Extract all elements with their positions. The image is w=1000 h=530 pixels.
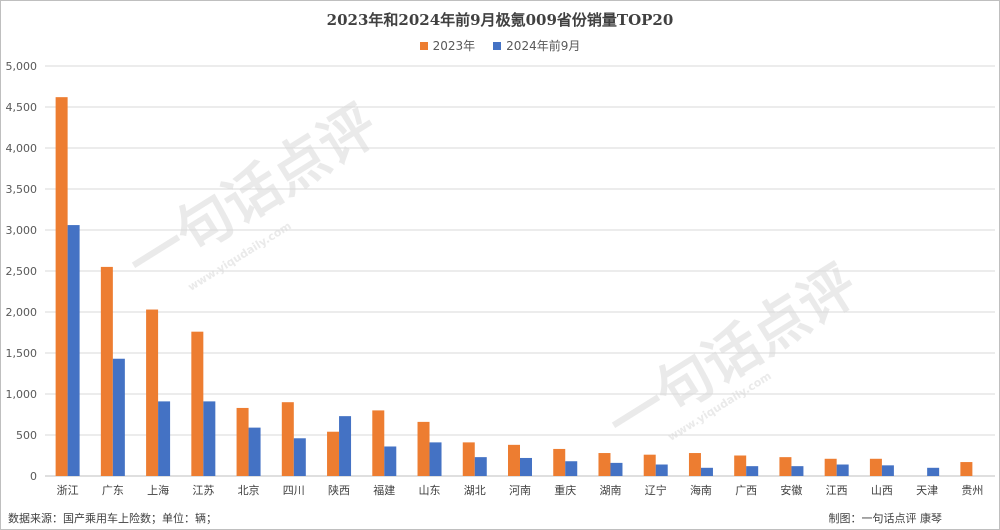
x-tick-label: 北京 xyxy=(238,483,260,497)
data-source-note: 数据来源：国产乘用车上险数；单位：辆； xyxy=(8,512,217,525)
y-tick-label: 1,000 xyxy=(6,388,38,401)
y-tick-label: 2,500 xyxy=(6,265,38,278)
legend-label-2024: 2024年前9月 xyxy=(506,39,581,53)
bar-2023 xyxy=(100,266,113,476)
y-tick-label: 1,500 xyxy=(6,347,38,360)
legend-swatch-2023 xyxy=(419,41,428,50)
bar-2023 xyxy=(236,407,249,476)
bar-2023 xyxy=(869,458,882,476)
bar-2023 xyxy=(417,421,430,476)
bar-2024 xyxy=(791,466,804,476)
x-tick-label: 河南 xyxy=(509,484,531,497)
legend-label-2023: 2023年 xyxy=(432,39,476,53)
x-tick-label: 上海 xyxy=(147,483,169,497)
y-tick-label: 3,500 xyxy=(6,183,38,196)
x-tick-label: 广东 xyxy=(102,484,124,497)
bar-2023 xyxy=(327,431,340,476)
bar-2023 xyxy=(146,309,159,476)
bar-2024 xyxy=(248,427,261,476)
y-tick-label: 5,000 xyxy=(6,60,38,73)
x-tick-label: 浙江 xyxy=(57,484,79,497)
x-tick-label: 陕西 xyxy=(328,483,350,497)
bar-2023 xyxy=(281,402,294,476)
bar-2023 xyxy=(824,458,837,476)
bar-2023 xyxy=(372,410,385,476)
bar-2023 xyxy=(779,457,792,476)
bar-2024 xyxy=(158,401,171,476)
x-tick-label: 四川 xyxy=(283,484,305,497)
bar-2024 xyxy=(112,358,125,476)
x-tick-label: 湖北 xyxy=(464,484,486,497)
bar-2024 xyxy=(746,466,759,476)
bar-2023 xyxy=(508,444,520,476)
bar-2023 xyxy=(598,453,611,476)
x-tick-label: 江西 xyxy=(826,484,848,497)
x-tick-label: 江苏 xyxy=(192,484,214,497)
y-tick-label: 2,000 xyxy=(6,306,38,319)
bar-2024 xyxy=(655,464,668,476)
x-tick-label: 广西 xyxy=(735,484,757,497)
bar-2023 xyxy=(191,331,204,476)
chart-title: 2023年和2024年前9月极氪009省份销量TOP20 xyxy=(326,11,674,29)
y-tick-label: 4,500 xyxy=(6,101,38,114)
x-tick-label: 辽宁 xyxy=(645,483,667,497)
bar-2024 xyxy=(293,438,306,476)
legend-item-2024: 2024年前9月 xyxy=(493,37,580,54)
bar-2024 xyxy=(881,465,894,476)
bar-2024 xyxy=(339,416,352,476)
x-tick-label: 山西 xyxy=(871,484,893,497)
bar-2023 xyxy=(688,453,701,476)
x-tick-label: 海南 xyxy=(690,483,712,497)
bar-2023 xyxy=(462,442,475,476)
x-tick-label: 山东 xyxy=(419,484,441,497)
bar-2024 xyxy=(927,467,940,476)
x-tick-label: 贵州 xyxy=(961,484,983,497)
bar-2024 xyxy=(384,446,397,476)
y-tick-label: 3,000 xyxy=(6,224,38,237)
y-tick-label: 500 xyxy=(16,429,37,442)
x-tick-label: 福建 xyxy=(373,483,395,497)
bar-2024 xyxy=(203,401,216,476)
y-tick-label: 0 xyxy=(30,470,37,483)
x-tick-label: 安徽 xyxy=(780,483,802,497)
bar-2024 xyxy=(429,442,442,476)
bar-2024 xyxy=(565,461,578,476)
chart-credit: 制图：一句话点评 康琴 xyxy=(828,512,943,525)
bar-2024 xyxy=(700,467,713,476)
x-tick-label: 天津 xyxy=(916,484,938,497)
chart-legend: 2023年 2024年前9月 xyxy=(0,37,1000,54)
legend-item-2023: 2023年 xyxy=(419,37,476,54)
bar-2023 xyxy=(960,462,973,476)
x-tick-label: 重庆 xyxy=(554,483,576,497)
bar-2024 xyxy=(836,464,849,476)
bar-2023 xyxy=(734,455,747,476)
bar-2024 xyxy=(610,462,623,476)
bar-2023 xyxy=(55,97,68,476)
bar-2023 xyxy=(553,448,566,476)
bar-2023 xyxy=(643,454,656,476)
legend-swatch-2024 xyxy=(493,41,502,50)
bar-2024 xyxy=(474,457,487,476)
y-tick-label: 4,000 xyxy=(6,142,38,155)
bar-2024 xyxy=(520,457,532,476)
x-tick-label: 湖南 xyxy=(599,484,621,497)
bar-2024 xyxy=(67,225,80,476)
